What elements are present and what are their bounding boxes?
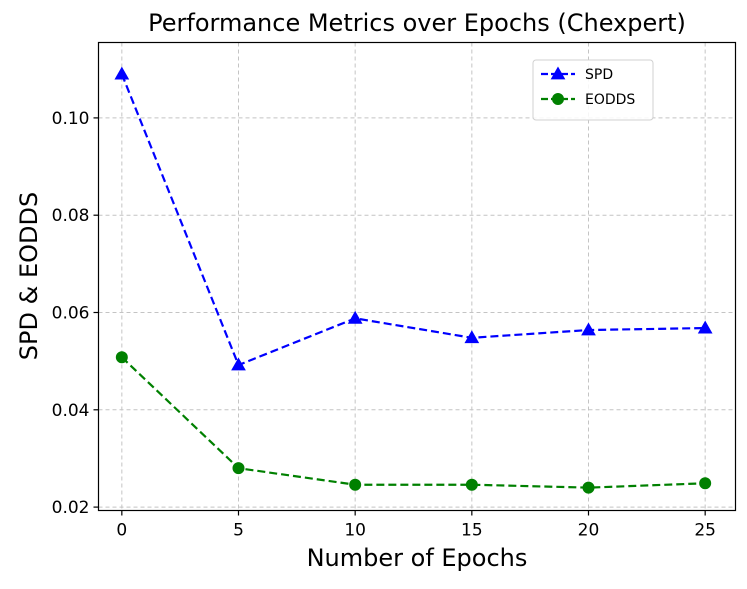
legend-swatch-marker bbox=[550, 66, 566, 80]
data-point-eodds bbox=[465, 478, 478, 491]
y-tick-label: 0.08 bbox=[52, 206, 90, 226]
x-tick-label: 20 bbox=[578, 521, 600, 541]
grid-layer bbox=[98, 42, 736, 511]
data-point-eodds bbox=[349, 478, 362, 491]
legend: SPD EODDS bbox=[532, 59, 654, 121]
y-tick-label: 0.06 bbox=[52, 304, 90, 324]
data-point-spd bbox=[347, 310, 363, 324]
y-tick-label: 0.02 bbox=[52, 498, 90, 518]
data-point-spd bbox=[231, 357, 246, 371]
y-axis-label: SPD & EODDS bbox=[15, 192, 43, 360]
plot-frame bbox=[97, 41, 737, 512]
x-tick-label: 0 bbox=[116, 521, 127, 541]
legend-label: EODDS bbox=[585, 92, 635, 108]
y-tick-label: 0.04 bbox=[52, 401, 90, 421]
legend-swatch-marker bbox=[552, 93, 564, 105]
x-tick-label: 5 bbox=[233, 521, 244, 541]
series-line-spd bbox=[120, 73, 706, 367]
series-line-eodds bbox=[121, 356, 706, 489]
series-layer bbox=[114, 66, 713, 494]
data-point-eodds bbox=[582, 481, 595, 494]
data-point-spd bbox=[464, 330, 480, 344]
chart-title: Performance Metrics over Epochs (Chexper… bbox=[148, 9, 686, 37]
data-point-spd bbox=[581, 322, 596, 336]
x-tick-label: 10 bbox=[344, 521, 366, 541]
data-point-eodds bbox=[699, 477, 712, 490]
x-tick-label: 15 bbox=[461, 521, 483, 541]
data-point-spd bbox=[697, 320, 713, 334]
data-point-eodds bbox=[232, 462, 245, 475]
x-axis-label: Number of Epochs bbox=[307, 544, 528, 572]
y-tick-label: 0.10 bbox=[52, 109, 90, 129]
data-point-spd bbox=[114, 66, 130, 80]
data-point-eodds bbox=[115, 351, 128, 364]
legend-label: SPD bbox=[585, 67, 613, 83]
tick-layer: 0 5 10 15 20 25 0.02 0.04 0.06 0.08 0.10 bbox=[52, 109, 716, 541]
x-tick-label: 25 bbox=[694, 521, 716, 541]
